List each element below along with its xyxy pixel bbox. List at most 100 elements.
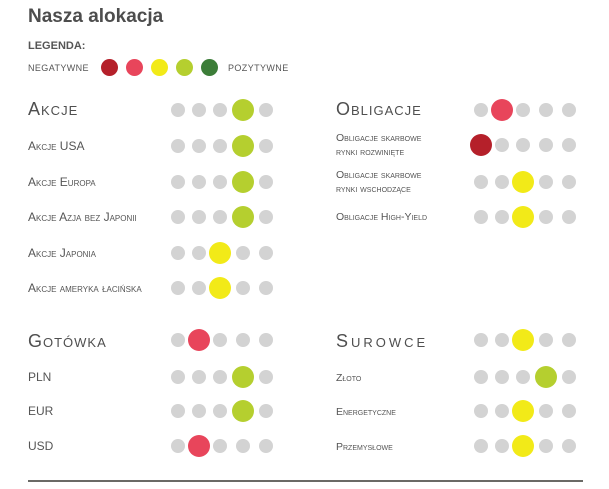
rating-dot <box>562 103 576 117</box>
rating-dot-active <box>512 435 534 457</box>
rating-dot <box>516 103 530 117</box>
akcje-row-usa: Akcje USA <box>28 134 288 160</box>
surowce-row-zloto: Złoto <box>336 365 596 391</box>
akcje-row-europa: Akcje Europa <box>28 170 288 196</box>
rating-dot-active <box>232 366 254 388</box>
rating-dot <box>495 370 509 384</box>
rating-dot <box>495 210 509 224</box>
rating-dot <box>259 210 273 224</box>
rating-dot <box>259 139 273 153</box>
obligacje-row-label-line2: rynki rozwinięte <box>336 146 405 158</box>
akcje-heading-row: Akcje <box>28 98 288 124</box>
obligacje-row-high-yield: Obligacje High-Yield <box>336 205 596 231</box>
gotowka-row-pln: PLN <box>28 365 288 391</box>
surowce-row-label: Energetyczne <box>336 406 396 418</box>
gotowka-row-label: PLN <box>28 370 52 384</box>
akcje-heading: Akcje <box>28 99 79 119</box>
legend-positive-label: POZYTYWNE <box>228 63 289 73</box>
rating-dot <box>171 210 185 224</box>
rating-dot <box>259 175 273 189</box>
gotowka-row-label: USD <box>28 439 54 453</box>
rating-dot-active <box>232 400 254 422</box>
surowce-row-przemyslowe: Przemysłowe <box>336 434 596 460</box>
rating-dot <box>192 281 206 295</box>
rating-dot <box>495 404 509 418</box>
legend-dot-1 <box>101 59 118 76</box>
rating-dot <box>474 333 488 347</box>
legend-title: LEGENDA: <box>28 40 86 52</box>
rating-dot <box>171 139 185 153</box>
obligacje-row-label-line1: Obligacje skarbowe <box>336 169 422 181</box>
rating-dot <box>171 175 185 189</box>
rating-dot-active <box>535 366 557 388</box>
rating-dot <box>562 333 576 347</box>
obligacje-heading: Obligacje <box>336 99 422 119</box>
rating-dot <box>213 333 227 347</box>
surowce-row-energetyczne: Energetyczne <box>336 399 596 425</box>
rating-dot <box>259 333 273 347</box>
obligacje-row-label-line2: rynki wschodzące <box>336 183 411 195</box>
rating-dot-active <box>209 242 231 264</box>
rating-dot <box>474 103 488 117</box>
surowce-heading: Surowce <box>336 331 429 351</box>
obligacje-row-rozwiniete: Obligacje skarbowe rynki rozwinięte <box>336 131 596 161</box>
obligacje-row-label: Obligacje skarbowe rynki rozwinięte <box>336 131 421 159</box>
rating-dot <box>171 103 185 117</box>
rating-dot <box>171 246 185 260</box>
akcje-row-label: Akcje USA <box>28 139 85 153</box>
rating-dot-active <box>512 171 534 193</box>
rating-dot <box>539 175 553 189</box>
legend-negative-label: NEGATYWNE <box>28 63 89 73</box>
rating-dot <box>213 439 227 453</box>
gotowka-heading: Gotówka <box>28 331 107 351</box>
rating-dot <box>495 175 509 189</box>
rating-dot <box>171 281 185 295</box>
rating-dot <box>259 246 273 260</box>
rating-dot-active <box>512 329 534 351</box>
rating-dot <box>562 175 576 189</box>
rating-dot <box>192 404 206 418</box>
page-title: Nasza alokacja <box>28 6 164 27</box>
legend-dot-4 <box>176 59 193 76</box>
rating-dot <box>236 333 250 347</box>
rating-dot <box>171 333 185 347</box>
akcje-row-label: Akcje Japonia <box>28 246 97 260</box>
gotowka-row-usd: USD <box>28 434 288 460</box>
legend-dot-2 <box>126 59 143 76</box>
akcje-row-label: Akcje ameryka łacińska <box>28 281 142 295</box>
rating-dot <box>259 439 273 453</box>
rating-dot <box>539 138 553 152</box>
rating-dot-active <box>232 99 254 121</box>
rating-dot <box>562 210 576 224</box>
rating-dot-active <box>232 135 254 157</box>
rating-dot <box>562 370 576 384</box>
obligacje-row-label: Obligacje skarbowe rynki wschodzące <box>336 168 421 196</box>
rating-dot <box>213 404 227 418</box>
rating-dot <box>539 103 553 117</box>
rating-dot <box>236 439 250 453</box>
rating-dot <box>516 370 530 384</box>
rating-dot <box>171 404 185 418</box>
surowce-row-label: Przemysłowe <box>336 441 393 453</box>
rating-dot <box>192 246 206 260</box>
obligacje-heading-row: Obligacje <box>336 98 596 124</box>
rating-dot <box>236 281 250 295</box>
rating-dot <box>259 370 273 384</box>
rating-dot-active <box>491 99 513 121</box>
rating-dot <box>259 281 273 295</box>
rating-dot <box>474 175 488 189</box>
surowce-heading-row: Surowce <box>336 328 596 354</box>
rating-dot <box>213 103 227 117</box>
rating-dot <box>171 370 185 384</box>
obligacje-row-label: Obligacje High-Yield <box>336 211 428 223</box>
rating-dot-active <box>470 134 492 156</box>
rating-dot <box>562 138 576 152</box>
rating-dot <box>192 103 206 117</box>
surowce-row-label: Złoto <box>336 372 362 384</box>
rating-dot <box>562 439 576 453</box>
rating-dot-active <box>232 171 254 193</box>
rating-dot <box>539 439 553 453</box>
rating-dot <box>259 103 273 117</box>
rating-dot <box>213 370 227 384</box>
rating-dot-active <box>512 400 534 422</box>
